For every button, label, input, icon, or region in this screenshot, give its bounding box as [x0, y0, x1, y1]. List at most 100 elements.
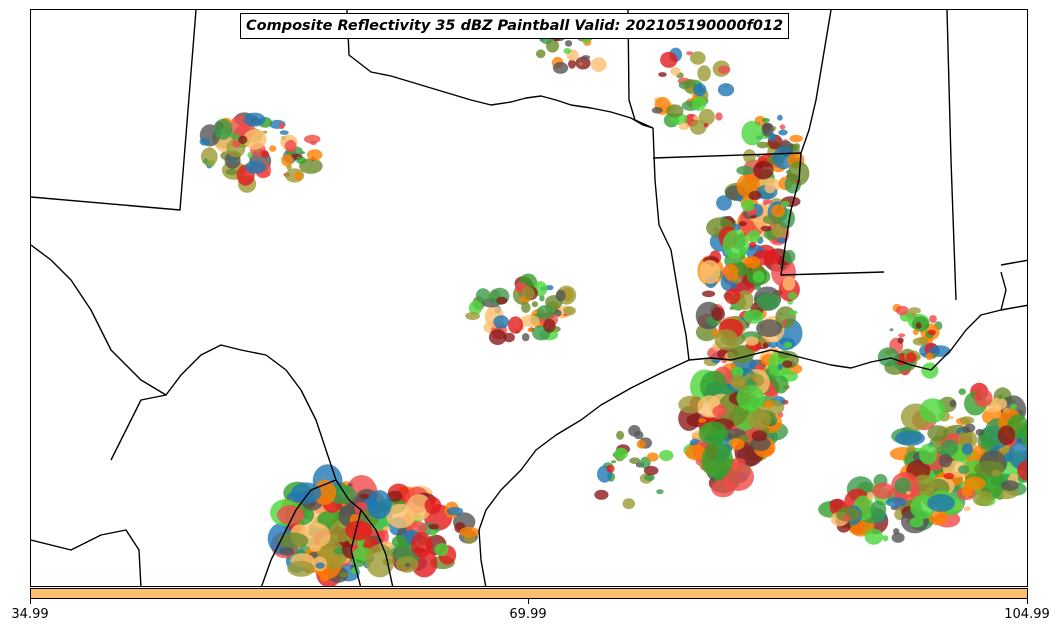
reflectivity-blob — [889, 328, 894, 332]
reflectivity-blob — [882, 535, 889, 542]
reflectivity-blob — [313, 479, 337, 506]
reflectivity-blob — [284, 139, 297, 153]
reflectivity-blob — [697, 65, 711, 82]
reflectivity-blob — [927, 494, 955, 512]
reflectivity-blob — [703, 122, 709, 128]
reflectivity-blob — [611, 460, 617, 464]
reflectivity-blob — [686, 51, 693, 56]
reflectivity-blob — [213, 118, 233, 140]
reflectivity-blob — [990, 397, 1008, 410]
reflectivity-blob — [424, 496, 442, 515]
reflectivity-blob — [886, 497, 907, 508]
reflectivity-blob — [296, 156, 306, 164]
reflectivity-blob — [778, 129, 788, 136]
reflectivity-blob — [712, 405, 727, 418]
reflectivity-blob — [717, 83, 735, 97]
reflectivity-blob — [783, 249, 796, 264]
reflectivity-blob — [980, 439, 996, 451]
reflectivity-blob — [779, 124, 786, 130]
reflectivity-blob — [488, 329, 507, 345]
reflectivity-blob — [929, 315, 937, 323]
reflectivity-blob — [294, 171, 303, 181]
reflectivity-blob — [692, 115, 700, 121]
reflectivity-blob — [508, 316, 523, 334]
reflectivity-blob — [535, 49, 546, 59]
reflectivity-blob — [748, 190, 762, 201]
reflectivity-blob — [912, 329, 919, 336]
reflectivity-blob — [789, 134, 803, 143]
reflectivity-blob — [776, 237, 788, 244]
reflectivity-blob — [780, 200, 790, 208]
reflectivity-blob — [434, 543, 449, 556]
reflectivity-blob — [895, 430, 925, 446]
reflectivity-blob — [633, 430, 644, 440]
colorbar-label-min: 34.99 — [11, 607, 49, 622]
reflectivity-blob — [226, 138, 246, 158]
reflectivity-blob — [629, 457, 641, 465]
reflectivity-blob — [736, 290, 754, 311]
reflectivity-blob — [738, 221, 747, 227]
reflectivity-blob — [787, 161, 810, 186]
reflectivity-blob — [670, 67, 681, 76]
reflectivity-blob — [747, 409, 772, 430]
reflectivity-blob — [872, 482, 894, 499]
tx-mexico-border — [31, 244, 394, 586]
reflectivity-blob — [666, 104, 684, 118]
reflectivity-blob — [777, 363, 783, 370]
reflectivity-blob — [768, 132, 776, 142]
reflectivity-blob — [958, 388, 966, 396]
reflectivity-blob — [972, 445, 985, 458]
reflectivity-blob — [616, 430, 625, 440]
reflectivity-blob — [1010, 403, 1017, 410]
reflectivity-blob — [743, 378, 756, 387]
reflectivity-blob — [773, 375, 789, 394]
reflectivity-blob — [279, 547, 295, 556]
gulf-coastline — [478, 304, 1027, 586]
reflectivity-blob — [744, 336, 759, 346]
reflectivity-blob — [940, 439, 959, 456]
reflectivity-blob — [521, 302, 531, 313]
reflectivity-blob — [750, 215, 757, 219]
reflectivity-blob — [972, 490, 994, 507]
reflectivity-blob — [741, 199, 755, 212]
reflectivity-blob — [743, 149, 756, 164]
reflectivity-blob — [545, 285, 554, 291]
reflectivity-blob — [919, 398, 946, 424]
reflectivity-blob — [864, 528, 883, 545]
reflectivity-blob — [925, 352, 934, 361]
reflectivity-blob — [554, 309, 562, 317]
reflectivity-blob — [646, 452, 659, 462]
reflectivity-blob — [724, 288, 741, 305]
reflectivity-blob — [387, 490, 403, 502]
reflectivity-blob — [493, 315, 510, 329]
reflectivity-blob — [912, 337, 929, 346]
reflectivity-blob — [255, 150, 260, 153]
reflectivity-blob — [906, 352, 917, 363]
reflectivity-blob — [756, 293, 781, 311]
reflectivity-blob — [714, 329, 739, 351]
reflectivity-blob — [247, 152, 253, 159]
reflectivity-blob — [366, 490, 392, 520]
reflectivity-blob — [307, 149, 323, 161]
reflectivity-blob — [765, 199, 772, 205]
reflectivity-blob — [290, 482, 322, 504]
reflectivity-blob — [678, 395, 704, 414]
reflectivity-blob — [406, 494, 432, 521]
reflectivity-blob — [339, 571, 349, 578]
reflectivity-blob — [575, 56, 591, 70]
reflectivity-blob — [405, 563, 410, 567]
colorbar-label-mid: 69.99 — [509, 607, 547, 622]
reflectivity-blob — [762, 342, 769, 349]
reflectivity-blob — [782, 320, 788, 325]
reflectivity-blob — [200, 147, 218, 166]
colorbar-label-max: 104.99 — [1004, 607, 1050, 622]
colorbar-tick-min — [30, 599, 31, 604]
reflectivity-blob — [744, 256, 761, 269]
reflectivity-blob — [496, 296, 508, 305]
reflectivity-blob — [365, 544, 395, 578]
reflectivity-blob — [644, 474, 655, 481]
reflectivity-blob — [711, 307, 725, 321]
reflectivity-blob — [751, 430, 768, 442]
reflectivity-blob — [563, 313, 568, 317]
tx-la-boundary — [652, 127, 690, 361]
